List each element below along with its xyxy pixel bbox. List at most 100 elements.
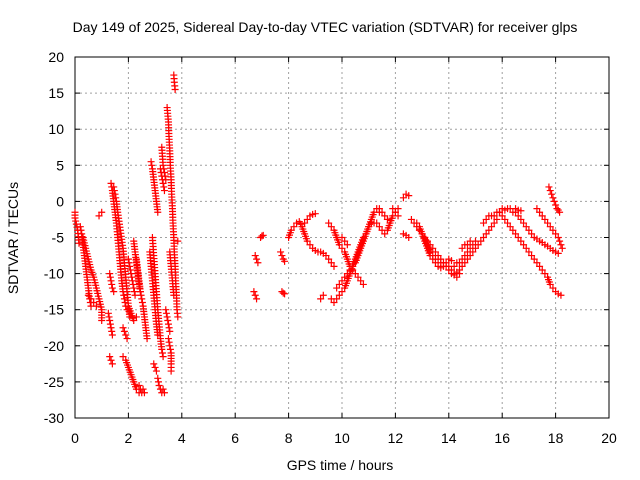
data-point: [381, 212, 389, 220]
data-point: [137, 291, 145, 299]
data-point: [338, 288, 346, 296]
x-tick-label: 12: [388, 430, 404, 446]
data-point: [544, 219, 552, 227]
data-point: [160, 169, 168, 177]
data-point: [482, 230, 490, 238]
data-point: [493, 215, 501, 223]
x-tick-label: 8: [285, 430, 293, 446]
data-point: [434, 255, 442, 263]
data-point: [106, 270, 114, 278]
data-point: [150, 360, 158, 368]
data-point: [165, 324, 173, 332]
data-point: [343, 270, 351, 278]
data-point: [472, 244, 479, 252]
data-point: [556, 208, 564, 216]
data-point: [124, 255, 132, 263]
data-point: [338, 234, 346, 241]
data-point: [311, 210, 319, 218]
y-tick-label: -10: [44, 266, 64, 282]
data-point: [108, 280, 116, 288]
data-point: [528, 230, 536, 238]
data-point: [119, 324, 127, 332]
data-point: [552, 201, 560, 209]
data-point: [426, 248, 434, 256]
data-point: [477, 237, 485, 245]
y-tick-label: -15: [44, 302, 64, 318]
data-point: [167, 367, 175, 375]
data-point: [151, 363, 159, 371]
data-point: [330, 298, 338, 306]
data-point: [71, 214, 79, 222]
data-point: [549, 194, 557, 202]
data-point: [92, 302, 100, 310]
data-point: [341, 237, 349, 245]
data-point: [538, 212, 546, 220]
data-point: [123, 335, 131, 343]
data-point: [165, 338, 173, 346]
data-point: [333, 295, 341, 303]
data-point: [106, 353, 114, 361]
data-point: [166, 342, 174, 350]
data-point: [132, 313, 140, 321]
data-point: [147, 158, 155, 166]
data-point: [120, 291, 128, 299]
data-point: [140, 389, 148, 397]
data-point: [155, 382, 163, 390]
data-point: [485, 226, 493, 234]
data-point: [258, 232, 266, 240]
data-point: [325, 219, 333, 227]
data-point: [533, 259, 541, 267]
data-point: [106, 273, 114, 281]
data-point: [557, 291, 565, 299]
data-point: [128, 277, 136, 285]
data-point: [498, 212, 506, 220]
data-point: [480, 234, 488, 241]
y-axis-label: SDTVAR / TECUs: [5, 182, 21, 294]
data-point: [343, 241, 351, 249]
data-point: [158, 349, 166, 357]
data-point: [159, 179, 167, 187]
data-point: [469, 248, 477, 256]
data-point: [546, 223, 554, 231]
data-point: [517, 237, 525, 245]
grid-lines: [75, 57, 609, 418]
data-point: [399, 194, 407, 202]
x-tick-label: 14: [441, 430, 457, 446]
data-point: [279, 289, 287, 297]
data-point: [545, 183, 553, 191]
data-point: [490, 219, 498, 227]
data-point: [112, 194, 120, 202]
chart-title: Day 149 of 2025, Sidereal Day-to-day VTE…: [73, 19, 578, 35]
x-tick-label: 2: [125, 430, 133, 446]
data-point: [341, 273, 349, 281]
data-point: [277, 248, 285, 256]
data-point: [148, 161, 156, 169]
data-point: [303, 237, 311, 245]
y-tick-label: -25: [44, 374, 64, 390]
data-point: [170, 291, 178, 299]
data-point: [333, 284, 341, 292]
x-tick-label: 4: [178, 430, 186, 446]
data-point: [552, 230, 560, 238]
data-point: [251, 252, 259, 260]
data-point: [253, 255, 261, 263]
data-point: [381, 230, 389, 238]
y-tick-label: 10: [48, 121, 64, 137]
data-point: [108, 360, 116, 368]
data-point: [525, 248, 533, 256]
data-point: [488, 223, 496, 231]
data-point: [553, 205, 561, 213]
data-point: [349, 262, 357, 270]
data-point: [538, 266, 546, 274]
data-point: [254, 259, 262, 267]
data-point: [458, 244, 466, 252]
data-point: [330, 262, 338, 270]
x-tick-label: 10: [334, 430, 350, 446]
data-point: [541, 270, 549, 278]
data-point: [463, 255, 471, 263]
data-point: [164, 320, 172, 328]
y-axis-ticks: 20 15 10 5 0 -5 -10 -15 -20 -25 -30: [44, 49, 609, 426]
data-point: [548, 190, 556, 198]
data-point: [306, 241, 314, 249]
data-point: [126, 262, 134, 270]
